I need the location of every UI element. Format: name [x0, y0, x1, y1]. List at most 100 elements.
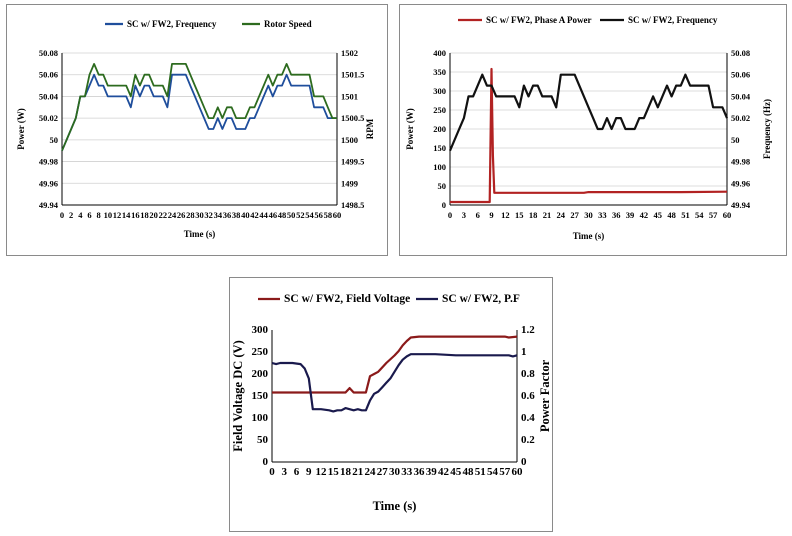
- y2-tick-label: 1: [521, 346, 527, 358]
- y2-tick-label: 0.4: [521, 412, 535, 424]
- x-tick-label: 58: [324, 210, 333, 220]
- y-tick-label: 0: [442, 200, 446, 210]
- x-tick-label: 8: [97, 210, 101, 220]
- x-tick-label: 46: [269, 210, 278, 220]
- y2-axis-title: RPM: [365, 118, 375, 139]
- x-tick-label: 22: [159, 210, 168, 220]
- y2-tick-label: 0.2: [521, 434, 535, 446]
- x-tick-label: 0: [269, 466, 275, 478]
- x-tick-label: 39: [426, 466, 438, 478]
- chart-panel-field-voltage-power-factor: 0 50 100 150 200 250 300 0 0.2 0.4 0.6 0.8 1 1.2 0 3 6 9 1…: [229, 277, 553, 532]
- y-tick-label: 50: [438, 181, 447, 191]
- y2-tick-label: 50.06: [731, 70, 750, 80]
- x-tick-label: 32: [204, 210, 213, 220]
- y-tick-label: 150: [433, 143, 446, 153]
- y-tick-label: 100: [433, 162, 446, 172]
- y2-axis-title: Frequency (Hz): [762, 99, 772, 159]
- x-axis-title: Time (s): [373, 499, 417, 513]
- series-line-1: [272, 335, 518, 394]
- x-tick-label: 33: [401, 466, 413, 478]
- y2-tick-label: 50.02: [731, 113, 750, 123]
- x-tick-label: 54: [487, 466, 499, 478]
- x-tick-label: 36: [612, 210, 621, 220]
- x-tick-label: 52: [296, 210, 305, 220]
- x-tick-label: 9: [489, 210, 493, 220]
- x-tick-label: 2: [69, 210, 73, 220]
- y-tick-label: 350: [433, 67, 446, 77]
- y2-tick-label: 0.6: [521, 390, 535, 402]
- series-line-2: [271, 353, 518, 413]
- y-tick-label: 50.04: [39, 91, 59, 101]
- chart-panel-frequency-rotor-speed: 49.94 49.96 49.98 50 50.02 50.04 50.06 50.08 149…: [6, 4, 388, 256]
- y-tick-label: 250: [433, 105, 446, 115]
- y-tick-label: 200: [433, 124, 446, 134]
- x-tick-label: 3: [282, 466, 288, 478]
- x-tick-label: 16: [131, 210, 140, 220]
- legend-label-1: SC w/ FW2, Field Voltage: [284, 293, 410, 305]
- chart-frequency-rotor-speed: 49.94 49.96 49.98 50 50.02 50.04 50.06 50.08 149…: [16, 19, 375, 239]
- y2-tick-label: 50.08: [731, 48, 750, 58]
- x-tick-label: 28: [186, 210, 195, 220]
- x-tick-label: 42: [250, 210, 259, 220]
- x-tick-label: 42: [640, 210, 649, 220]
- x-tick-label: 30: [195, 210, 204, 220]
- x-tick-label: 44: [259, 210, 268, 220]
- x-tick-label: 34: [214, 210, 223, 220]
- x-tick-label: 38: [232, 210, 241, 220]
- x-tick-label: 51: [475, 466, 486, 478]
- x-tick-label: 33: [598, 210, 607, 220]
- x-tick-label: 20: [149, 210, 158, 220]
- x-tick-label: 14: [122, 210, 131, 220]
- y2-tick-label: 1500: [341, 135, 358, 145]
- y2-tick-label: 1499: [341, 178, 358, 188]
- x-tick-label: 9: [306, 466, 312, 478]
- legend-label-2: SC w/ FW2, Frequency: [628, 15, 718, 25]
- x-tick-label: 39: [626, 210, 635, 220]
- y-tick-label: 150: [252, 390, 269, 402]
- x-tick-label: 0: [60, 210, 64, 220]
- x-tick-label: 60: [333, 210, 342, 220]
- x-tick-label: 15: [328, 466, 340, 478]
- y2-tick-label: 1502: [341, 48, 358, 58]
- y-tick-label: 400: [433, 48, 446, 58]
- x-tick-label: 3: [462, 210, 466, 220]
- y-tick-label: 300: [252, 324, 269, 336]
- x-tick-label: 6: [87, 210, 91, 220]
- y-axis-title: Power (W): [16, 108, 26, 150]
- legend-label-1: SC w/ FW2, Frequency: [127, 19, 217, 29]
- y2-tick-label: 49.94: [731, 200, 751, 210]
- y-axis-title: Power (W): [405, 108, 415, 150]
- x-axis-title: Time (s): [184, 229, 216, 239]
- series-line-2: [61, 63, 337, 152]
- x-tick-label: 15: [515, 210, 524, 220]
- y2-tick-label: 1499.5: [341, 157, 364, 167]
- x-tick-label: 54: [695, 210, 704, 220]
- y-tick-label: 50: [50, 135, 59, 145]
- x-tick-label: 18: [340, 466, 352, 478]
- x-tick-label: 30: [584, 210, 593, 220]
- y-tick-label: 50.06: [39, 70, 58, 80]
- x-tick-label: 45: [654, 210, 663, 220]
- x-tick-label: 60: [512, 466, 524, 478]
- x-tick-label: 40: [241, 210, 250, 220]
- x-tick-label: 6: [294, 466, 300, 478]
- x-tick-label: 48: [463, 466, 475, 478]
- x-axis-title: Time (s): [573, 231, 605, 241]
- y2-tick-label: 1500.5: [341, 113, 364, 123]
- x-tick-label: 60: [723, 210, 732, 220]
- legend-label-1: SC w/ FW2, Phase A Power: [486, 15, 592, 25]
- y2-tick-label: 1501: [341, 91, 358, 101]
- x-tick-label: 57: [709, 210, 718, 220]
- x-tick-label: 4: [78, 210, 83, 220]
- y-tick-label: 50.08: [39, 48, 58, 58]
- x-tick-label: 27: [377, 466, 389, 478]
- y2-tick-label: 49.98: [731, 157, 750, 167]
- x-tick-label: 10: [104, 210, 113, 220]
- x-tick-label: 12: [316, 466, 328, 478]
- legend-label-2: Rotor Speed: [264, 19, 312, 29]
- x-tick-label: 24: [168, 210, 177, 220]
- y-tick-label: 49.96: [39, 178, 58, 188]
- x-tick-label: 45: [450, 466, 462, 478]
- x-tick-label: 56: [314, 210, 323, 220]
